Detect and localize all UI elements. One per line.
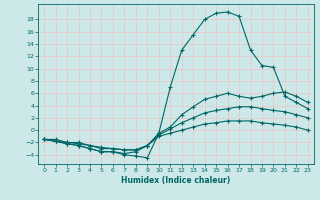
X-axis label: Humidex (Indice chaleur): Humidex (Indice chaleur) (121, 176, 231, 185)
